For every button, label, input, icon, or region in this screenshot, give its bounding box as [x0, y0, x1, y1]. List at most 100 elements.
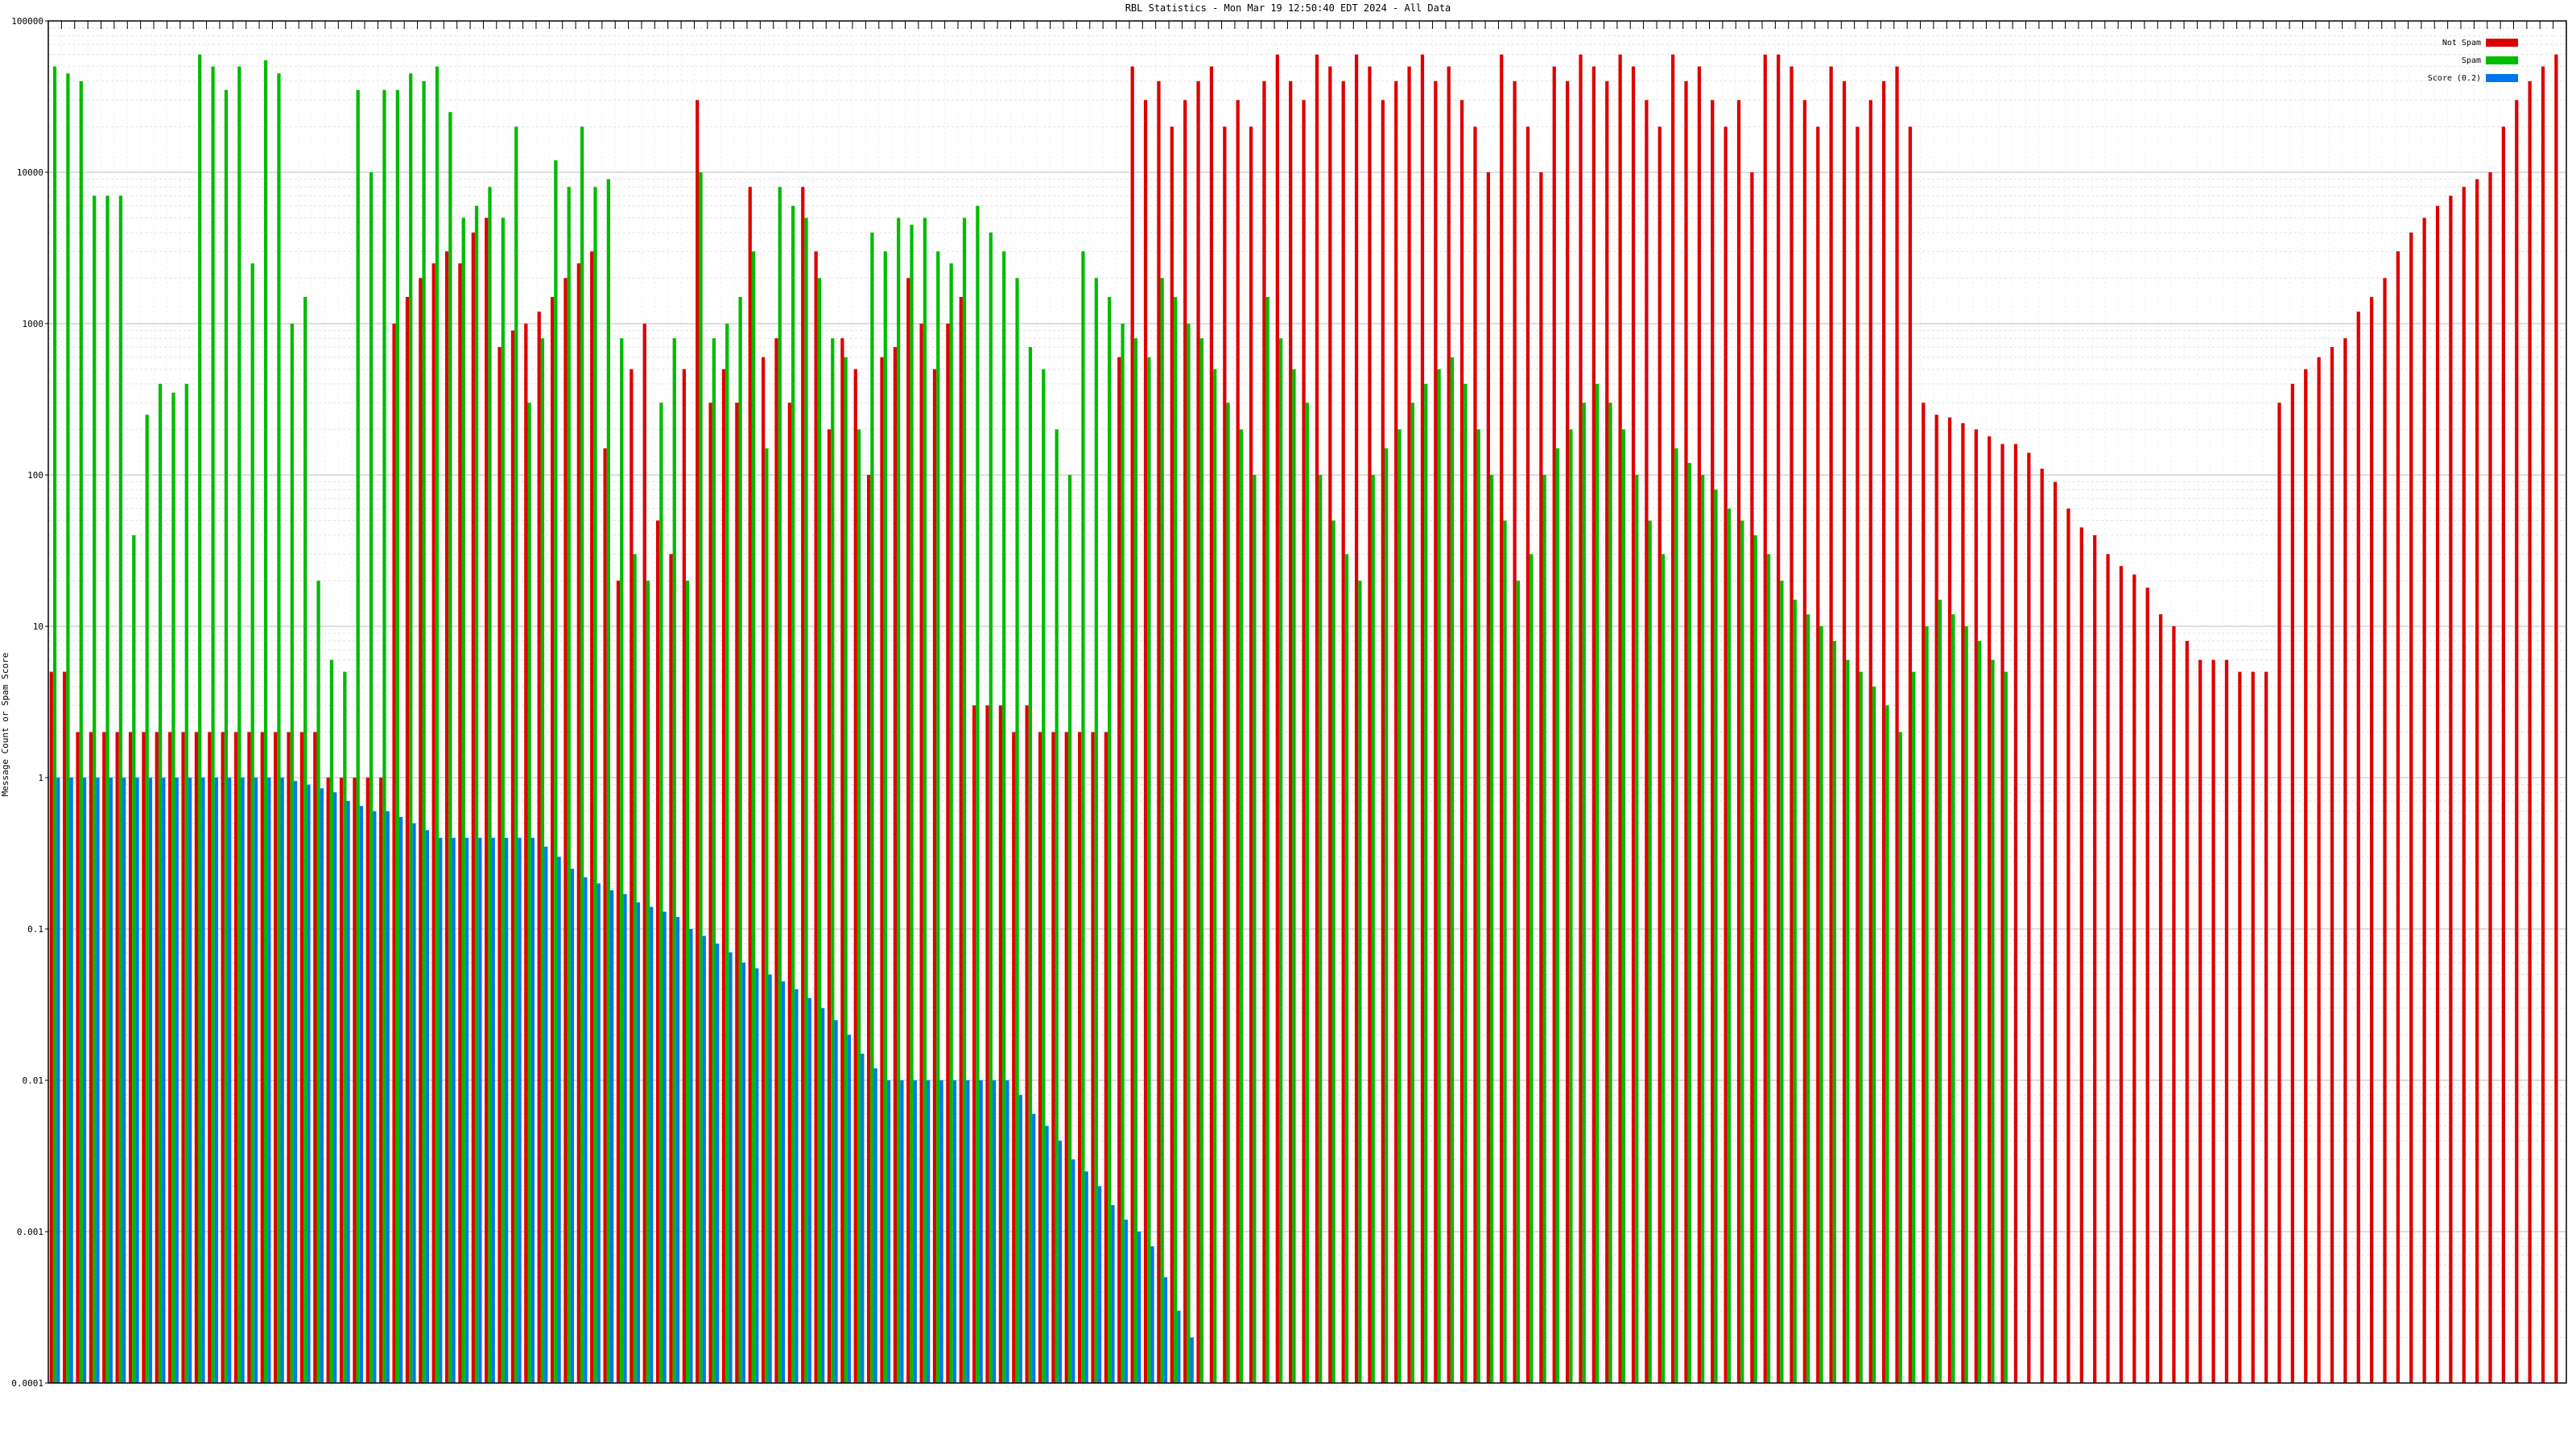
- bar-not-spam: [867, 475, 871, 1383]
- bar-spam: [1160, 278, 1164, 1383]
- bar-spam: [1002, 251, 1006, 1383]
- bar-spam: [303, 296, 308, 1384]
- bar-spam: [976, 205, 980, 1384]
- bar-score-0-2-: [1005, 1080, 1009, 1383]
- bar-not-spam: [1407, 66, 1411, 1384]
- bar-not-spam: [1579, 54, 1583, 1384]
- bar-score-0-2-: [175, 778, 179, 1383]
- bar-spam: [620, 338, 624, 1383]
- bar-not-spam: [1895, 66, 1899, 1384]
- bar-not-spam: [801, 187, 805, 1383]
- bar-spam: [316, 580, 320, 1383]
- bar-spam: [1648, 520, 1652, 1383]
- bar-spam: [382, 89, 386, 1383]
- bar-not-spam: [1657, 126, 1662, 1383]
- bar-spam: [1450, 357, 1455, 1384]
- bar-score-0-2-: [162, 778, 166, 1383]
- bar-not-spam: [880, 357, 884, 1384]
- bar-spam: [105, 196, 109, 1383]
- y-tick-label: 100000: [11, 16, 43, 27]
- bar-not-spam: [76, 732, 80, 1383]
- bar-score-0-2-: [557, 857, 561, 1383]
- bar-score-0-2-: [966, 1080, 970, 1383]
- bar-spam: [1516, 580, 1520, 1383]
- bar-not-spam: [128, 732, 133, 1383]
- bar-spam: [66, 73, 70, 1383]
- bar-not-spam: [115, 732, 119, 1383]
- bar-score-0-2-: [821, 1008, 825, 1383]
- bar-spam: [1437, 369, 1441, 1383]
- bar-spam: [1265, 296, 1269, 1384]
- bar-spam: [224, 89, 229, 1383]
- bar-score-0-2-: [425, 830, 429, 1383]
- bar-not-spam: [1711, 100, 1715, 1384]
- bar-score-0-2-: [900, 1080, 904, 1383]
- bar-not-spam: [655, 520, 660, 1383]
- bar-spam: [1410, 402, 1414, 1383]
- bar-spam: [751, 251, 756, 1383]
- bar-score-0-2-: [834, 1020, 838, 1383]
- bar-not-spam: [550, 296, 555, 1384]
- bar-spam: [1292, 369, 1296, 1383]
- bar-spam: [171, 392, 175, 1383]
- bar-spam: [1319, 475, 1323, 1383]
- bar-score-0-2-: [597, 883, 601, 1383]
- bar-score-0-2-: [464, 837, 469, 1383]
- bar-not-spam: [2290, 383, 2294, 1383]
- legend-label: Spam: [2462, 56, 2481, 65]
- bar-spam: [989, 232, 993, 1383]
- y-axis-label: Message Count or Spam Score: [0, 653, 10, 797]
- bar-spam: [936, 251, 940, 1383]
- bar-spam: [409, 73, 413, 1383]
- bar-spam: [1081, 251, 1085, 1383]
- bar-spam: [474, 205, 479, 1384]
- bar-not-spam: [1249, 126, 1253, 1383]
- bar-score-0-2-: [570, 869, 575, 1383]
- bar-not-spam: [1236, 100, 1240, 1384]
- bar-not-spam: [616, 580, 621, 1383]
- bar-not-spam: [1974, 429, 1978, 1383]
- bar-spam: [1489, 475, 1494, 1383]
- bar-not-spam: [893, 347, 898, 1383]
- bar-not-spam: [2198, 659, 2202, 1383]
- bar-spam: [1503, 520, 1507, 1383]
- bar-spam: [118, 196, 123, 1383]
- bar-not-spam: [2158, 614, 2163, 1383]
- bar-not-spam: [906, 278, 910, 1383]
- bar-not-spam: [1183, 100, 1187, 1384]
- bar-spam: [831, 338, 835, 1383]
- bar-not-spam: [2119, 566, 2124, 1383]
- bar-spam: [1187, 324, 1191, 1383]
- bar-spam: [1859, 671, 1863, 1383]
- bar-not-spam: [49, 671, 53, 1383]
- bar-spam: [1819, 626, 1823, 1383]
- bar-score-0-2-: [689, 929, 693, 1383]
- bar-spam: [817, 278, 822, 1383]
- bar-score-0-2-: [1124, 1220, 1128, 1383]
- bar-not-spam: [721, 369, 726, 1383]
- bar-not-spam: [444, 251, 449, 1383]
- bar-spam: [1067, 475, 1072, 1383]
- bar-score-0-2-: [663, 911, 667, 1383]
- bar-spam: [857, 429, 861, 1383]
- bar-not-spam: [1157, 80, 1161, 1383]
- bar-not-spam: [1513, 80, 1517, 1383]
- bar-not-spam: [985, 705, 989, 1383]
- bar-not-spam: [2304, 369, 2308, 1383]
- bar-not-spam: [471, 232, 475, 1383]
- bar-not-spam: [774, 338, 778, 1383]
- bar-spam: [1121, 324, 1125, 1383]
- bar-spam: [1793, 599, 1797, 1383]
- bar-score-0-2-: [886, 1080, 891, 1383]
- bar-spam: [395, 89, 399, 1383]
- bar-not-spam: [1500, 54, 1504, 1384]
- bar-not-spam: [1922, 402, 1926, 1383]
- bar-spam: [356, 89, 360, 1383]
- bar-spam: [1872, 686, 1876, 1383]
- bar-not-spam: [696, 100, 700, 1384]
- bar-not-spam: [1354, 54, 1359, 1384]
- bar-not-spam: [2053, 481, 2058, 1383]
- bar-spam: [1977, 641, 1982, 1383]
- bar-spam: [1569, 429, 1573, 1383]
- bar-score-0-2-: [82, 778, 87, 1383]
